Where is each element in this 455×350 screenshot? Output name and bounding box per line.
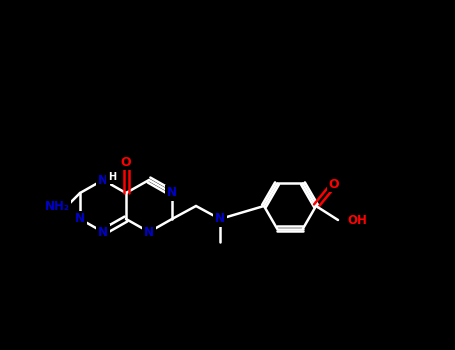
Text: NH₂: NH₂ bbox=[45, 199, 70, 212]
Text: O: O bbox=[329, 177, 339, 190]
Text: N: N bbox=[98, 174, 108, 187]
Text: N: N bbox=[215, 212, 225, 225]
Text: OH: OH bbox=[347, 214, 367, 226]
Text: N: N bbox=[75, 212, 85, 225]
Text: O: O bbox=[121, 155, 131, 168]
Text: H: H bbox=[108, 172, 116, 182]
Text: N: N bbox=[98, 225, 108, 238]
Text: N: N bbox=[144, 225, 154, 238]
Text: N: N bbox=[167, 187, 177, 199]
